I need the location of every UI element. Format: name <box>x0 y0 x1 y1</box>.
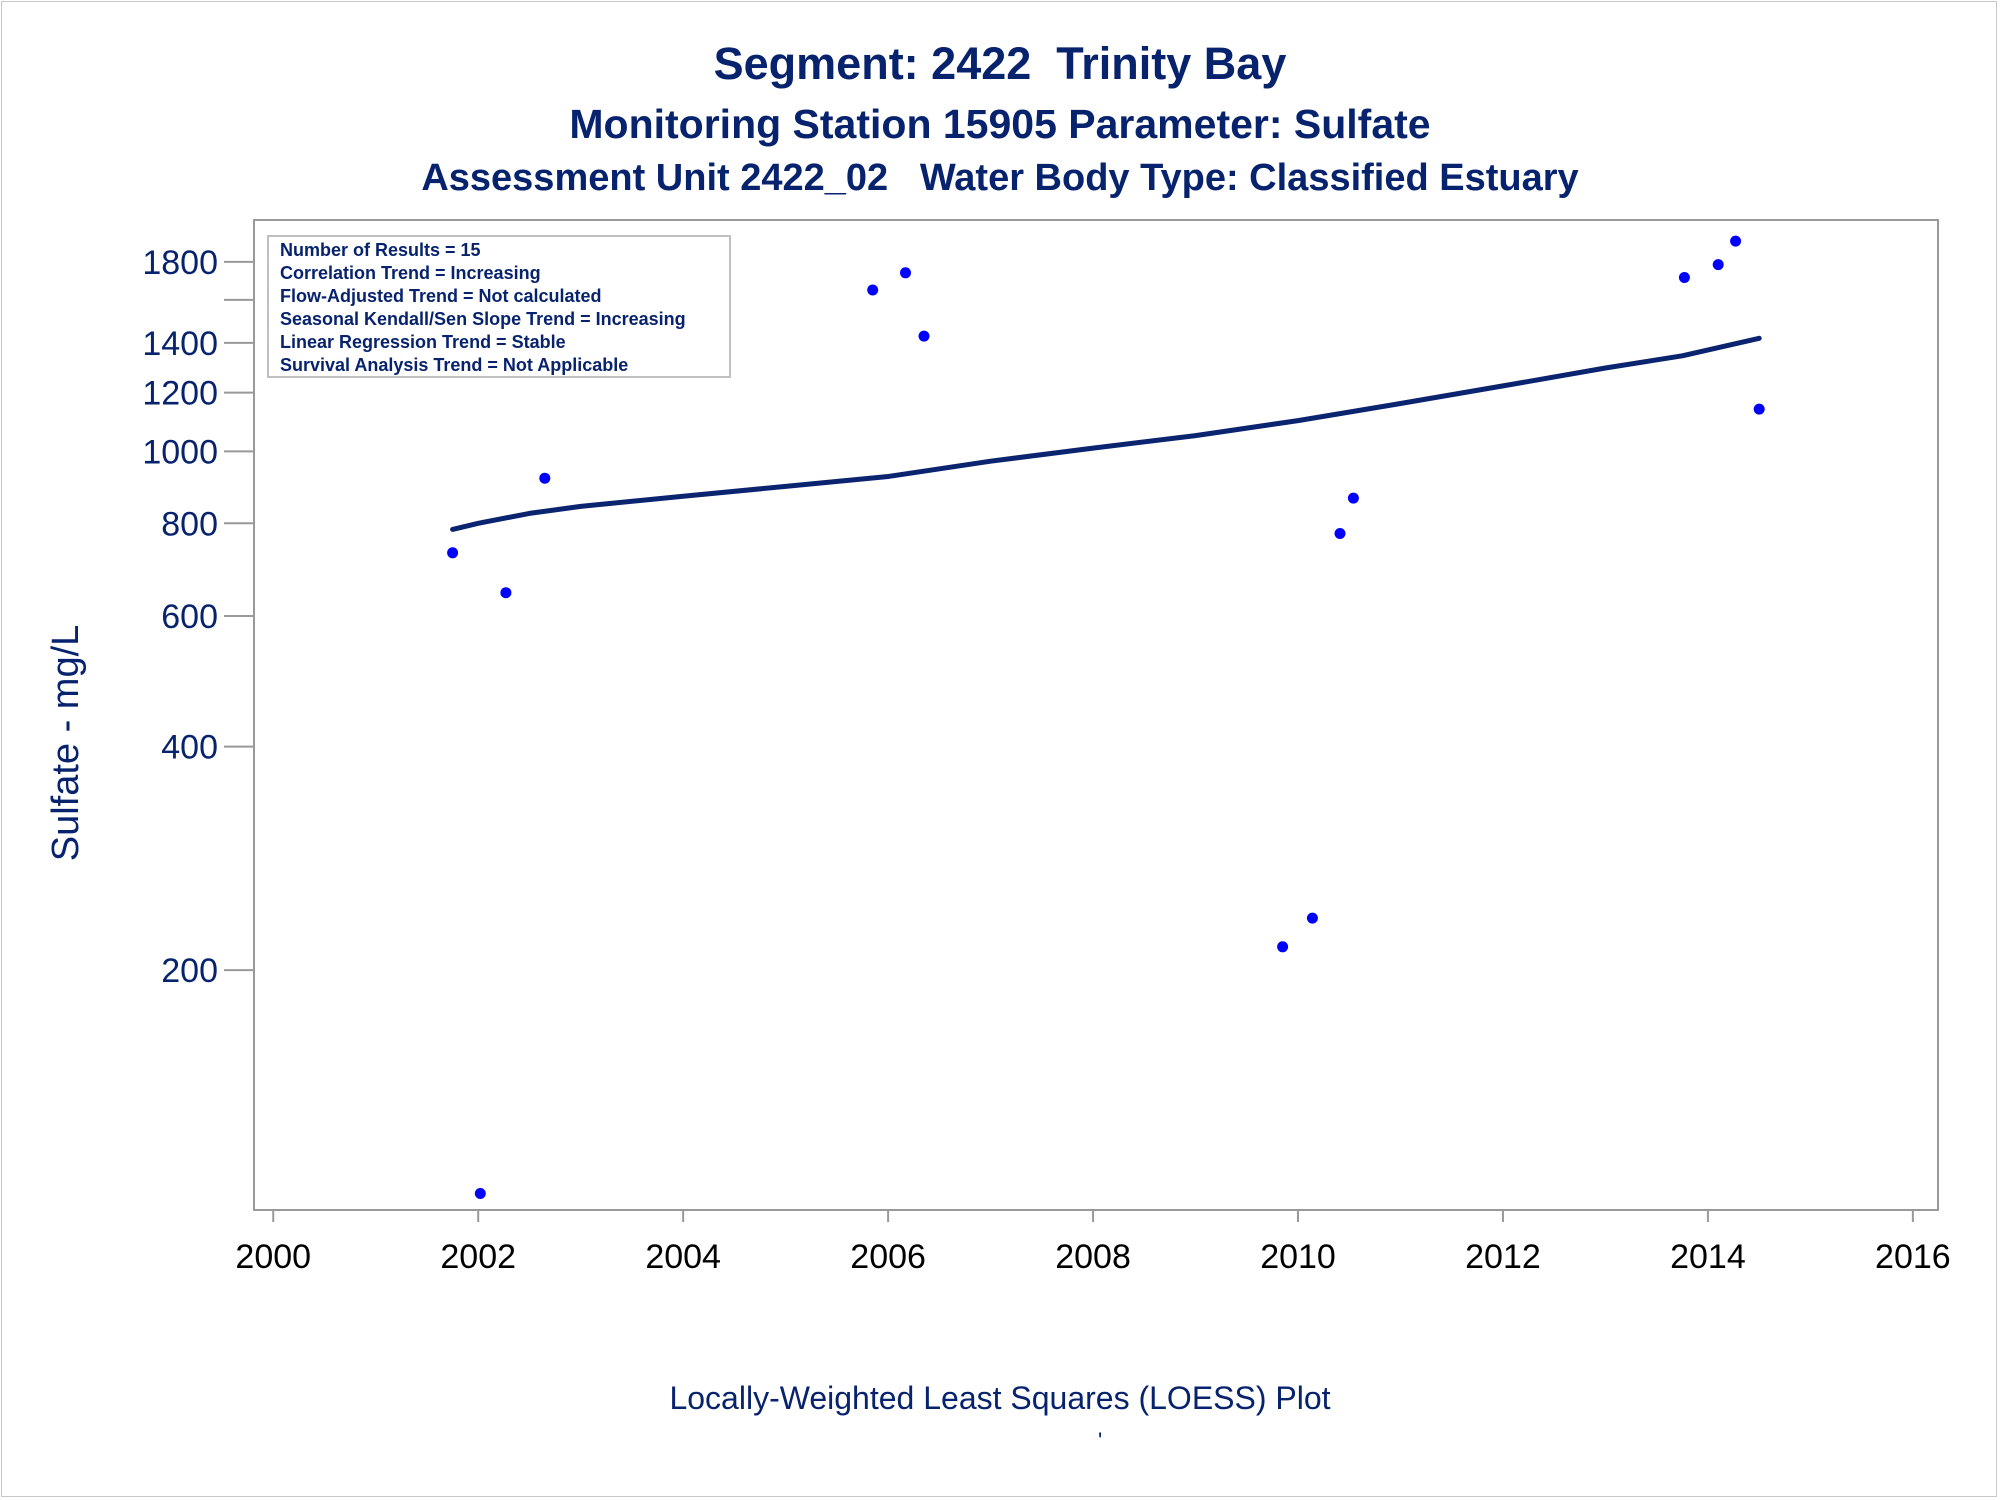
stat-flow-adjusted-trend: Flow-Adjusted Trend = Not calculated <box>280 286 602 306</box>
x-tick-label-2014: 2014 <box>1670 1238 1746 1276</box>
x-tick-label-2016: 2016 <box>1875 1238 1951 1276</box>
loess-curve <box>450 335 1762 532</box>
axes: 2000 2002 2004 2006 2008 2010 2012 2014 2016 200 4… <box>142 244 1950 1276</box>
data-point-2 <box>474 1188 486 1199</box>
stat-seasonal-kendall-trend: Seasonal Kendall/Sen Slope Trend = Incre… <box>280 309 686 329</box>
data-point-15 <box>1753 403 1765 415</box>
y-axis-label-group: Sulfate - mg/L <box>45 625 87 862</box>
y-tick-label-400: 400 <box>161 729 218 767</box>
x-tick-label-2012: 2012 <box>1465 1238 1541 1276</box>
y-tick-label-1200: 1200 <box>142 375 218 413</box>
data-point-13 <box>1712 259 1724 271</box>
data-point-4 <box>539 472 551 484</box>
data-point-9 <box>1306 912 1318 924</box>
stat-number-of-results: Number of Results = 15 <box>280 240 481 260</box>
y-tick-label-600: 600 <box>161 598 218 636</box>
chart-title: Segment: 2422 Trinity Bay <box>713 38 1287 89</box>
data-point-14 <box>1730 235 1742 247</box>
loess-curve-group <box>450 335 1762 532</box>
x-tick-label-2010: 2010 <box>1260 1238 1336 1276</box>
y-axis-label: Sulfate - mg/L <box>45 625 87 862</box>
y-tick-label-200: 200 <box>161 952 218 990</box>
x-tick-label-2006: 2006 <box>850 1238 926 1276</box>
chart-subtitle-station: Monitoring Station 15905 Parameter: Sulf… <box>569 101 1431 147</box>
y-tick-label-1000: 1000 <box>142 433 218 471</box>
data-point-12 <box>1678 272 1690 283</box>
data-point-10 <box>1334 528 1346 539</box>
data-point-7 <box>918 330 930 342</box>
x-tick-label-2002: 2002 <box>440 1238 516 1276</box>
plot-footnote: Locally-Weighted Least Squares (LOESS) P… <box>669 1380 1331 1416</box>
x-tick-label-2008: 2008 <box>1055 1238 1131 1276</box>
stat-correlation-trend: Correlation Trend = Increasing <box>280 263 541 283</box>
stat-linear-regression-trend: Linear Regression Trend = Stable <box>280 332 566 352</box>
stat-survival-analysis-trend: Survival Analysis Trend = Not Applicable <box>280 355 628 375</box>
data-point-1 <box>447 547 459 559</box>
data-point-8 <box>1277 941 1289 953</box>
stats-box-frame <box>267 235 731 378</box>
x-tick-label-2004: 2004 <box>645 1238 721 1276</box>
x-tick-label-2000: 2000 <box>235 1238 311 1276</box>
plot-area <box>253 219 1939 1211</box>
data-point-6 <box>900 267 911 279</box>
y-tick-label-1400: 1400 <box>142 325 218 363</box>
data-point-3 <box>500 587 512 599</box>
data-point-11 <box>1347 492 1359 504</box>
data-points-group <box>447 235 1765 1199</box>
y-tick-label-1800: 1800 <box>142 244 218 282</box>
chart-subtitle-assessment: Assessment Unit 2422_02 Water Body Type:… <box>421 157 1579 199</box>
footnote-mark: ' <box>1098 1428 1103 1453</box>
stats-box: Number of Results = 15 Correlation Trend… <box>267 235 731 378</box>
data-point-5 <box>867 284 879 296</box>
y-tick-label-800: 800 <box>161 505 218 543</box>
